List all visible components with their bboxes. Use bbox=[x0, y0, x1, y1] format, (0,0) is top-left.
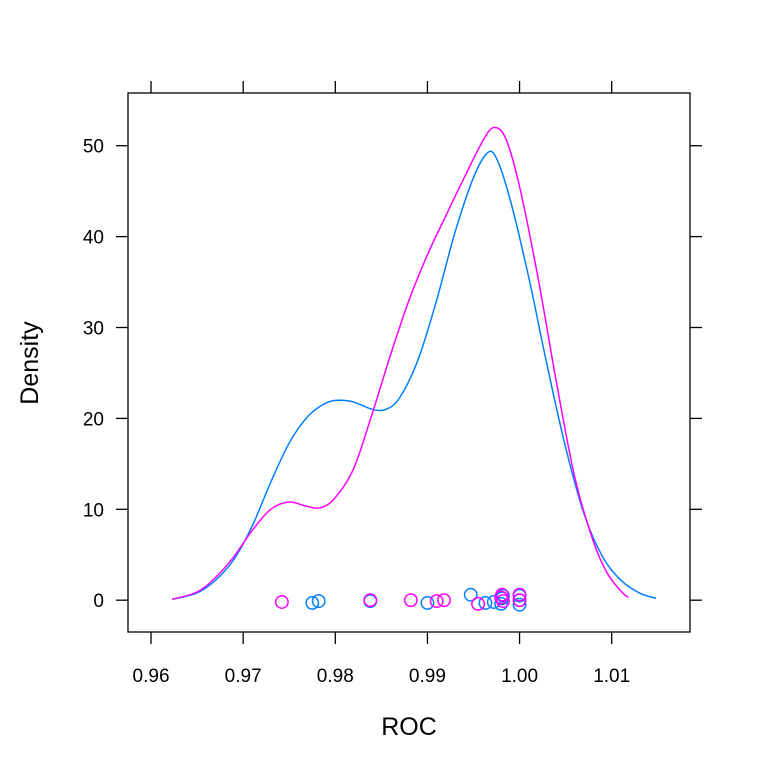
x-tick-label: 0.99 bbox=[409, 666, 446, 687]
y-tick-label: 10 bbox=[83, 500, 104, 521]
plot-frame bbox=[127, 92, 691, 633]
rug-point-2 bbox=[495, 587, 510, 602]
rug-point-1 bbox=[420, 595, 435, 610]
y-axis-title: Density bbox=[16, 321, 44, 405]
rug-point-1 bbox=[486, 595, 501, 609]
y-tick-label: 20 bbox=[83, 409, 104, 430]
rug-point-2 bbox=[429, 594, 444, 609]
rug-point-2 bbox=[403, 593, 418, 608]
rug-point-2 bbox=[512, 587, 527, 602]
x-tick-label: 0.97 bbox=[225, 666, 262, 687]
density-curves bbox=[172, 126, 657, 601]
rug-point-2 bbox=[363, 593, 378, 608]
rug-point-2 bbox=[274, 595, 289, 609]
rug-point-1 bbox=[311, 594, 326, 609]
rug-points bbox=[274, 587, 527, 612]
x-axis-title: ROC bbox=[381, 713, 437, 741]
y-axis-tick-labels: 0 10 20 30 40 50 bbox=[83, 137, 104, 612]
y-tick-label: 40 bbox=[83, 228, 104, 249]
x-tick-label: 0.96 bbox=[133, 666, 170, 687]
rug-point-2 bbox=[437, 593, 451, 608]
density-curve-2 bbox=[172, 126, 629, 601]
x-tick-label: 0.98 bbox=[317, 666, 354, 687]
rug-point-1 bbox=[496, 588, 510, 603]
rug-point-1 bbox=[305, 595, 320, 610]
y-axis-ticks bbox=[116, 145, 702, 601]
y-tick-label: 0 bbox=[93, 591, 104, 612]
y-tick-label: 50 bbox=[83, 137, 104, 158]
x-axis-tick-labels: 0.96 0.97 0.98 0.99 1.00 1.01 bbox=[133, 666, 631, 687]
rug-point-2 bbox=[471, 596, 486, 611]
x-tick-label: 1.00 bbox=[501, 666, 538, 687]
rug-point-1 bbox=[512, 597, 527, 612]
rug-point-1 bbox=[463, 587, 478, 602]
rug-point-2 bbox=[496, 594, 510, 609]
x-axis-ticks bbox=[150, 81, 613, 644]
rug-point-1 bbox=[494, 596, 509, 611]
density-curve-1 bbox=[172, 150, 657, 601]
x-tick-label: 1.01 bbox=[593, 666, 630, 687]
rug-point-1 bbox=[478, 595, 493, 610]
rug-point-2 bbox=[512, 593, 527, 608]
y-tick-label: 30 bbox=[83, 319, 104, 340]
